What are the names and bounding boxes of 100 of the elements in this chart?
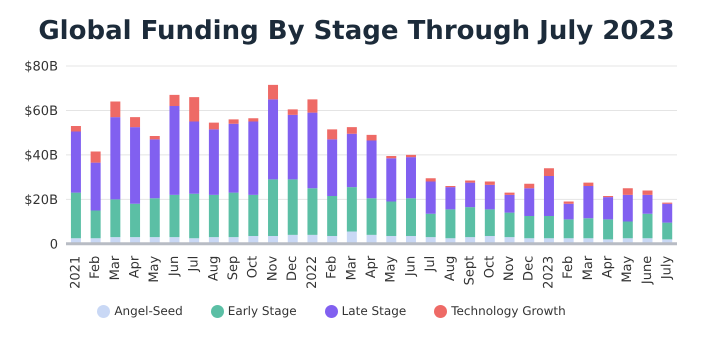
bar <box>583 218 594 238</box>
x-tick-label: Dec <box>285 256 300 281</box>
bar <box>189 97 200 122</box>
bar <box>248 122 258 195</box>
x-tick-label: Sept <box>462 256 478 286</box>
bar <box>228 124 239 193</box>
bar <box>544 176 554 216</box>
bar <box>307 188 318 235</box>
x-tick-label: Oct <box>482 256 498 278</box>
x-tick-label: Feb <box>561 256 576 279</box>
bar <box>662 204 672 223</box>
bar <box>524 184 534 188</box>
legend-label: Angel-Seed <box>114 304 183 318</box>
y-tick-label: $20B <box>24 192 58 208</box>
bar <box>268 84 278 100</box>
x-tick-label: Mar <box>344 255 360 280</box>
bar <box>465 182 476 208</box>
x-tick-label: Apr <box>127 255 142 278</box>
bar <box>110 102 120 118</box>
bar <box>110 117 120 200</box>
x-tick-label: Feb <box>88 256 104 279</box>
bar <box>288 179 298 235</box>
bar <box>169 106 180 195</box>
bar <box>248 118 258 122</box>
x-tick-label: July <box>660 255 675 280</box>
bar <box>603 197 614 220</box>
y-tick-label: 0 <box>50 237 58 252</box>
bar <box>70 192 81 238</box>
x-tick-label: Nov <box>502 255 517 282</box>
bar <box>386 202 396 236</box>
legend-label: Late Stage <box>342 304 406 318</box>
bar <box>662 222 672 240</box>
bar <box>268 179 278 236</box>
bar <box>248 194 258 236</box>
bar <box>130 204 140 238</box>
bar <box>70 126 81 132</box>
bar <box>426 178 436 182</box>
bar <box>327 196 338 236</box>
legend-label: Technology Growth <box>451 304 566 318</box>
bar <box>406 157 416 198</box>
x-tick-label: Jul <box>423 256 438 272</box>
bar <box>504 212 515 238</box>
x-tick-label: Apr <box>600 255 616 278</box>
x-tick-label: 2023 <box>541 256 556 289</box>
x-tick-label: Sep <box>226 256 242 280</box>
bar <box>150 139 160 198</box>
bar <box>642 194 653 214</box>
bar <box>307 112 318 188</box>
bar <box>150 136 160 140</box>
x-tick-label: Nov <box>265 255 280 282</box>
bar <box>445 209 456 238</box>
x-tick-label: June <box>640 256 655 286</box>
bar <box>208 122 219 130</box>
bar <box>622 222 633 238</box>
x-tick-label: May <box>384 255 399 283</box>
bar <box>426 214 436 238</box>
legend-label: Early Stage <box>228 304 297 318</box>
bar <box>346 134 357 188</box>
bar <box>130 117 140 128</box>
bar <box>208 129 219 195</box>
bar <box>150 198 160 238</box>
bar <box>189 122 200 194</box>
bar <box>90 210 101 238</box>
bar <box>465 207 476 238</box>
bar <box>346 232 357 244</box>
bar <box>386 158 396 202</box>
bar <box>484 209 495 236</box>
bar <box>406 198 416 236</box>
bar <box>465 180 476 183</box>
bar <box>426 182 436 214</box>
x-tick-label: Apr <box>364 255 379 278</box>
y-tick-label: $60B <box>24 104 58 120</box>
x-tick-label: Dec <box>522 256 537 281</box>
x-tick-label: Jul <box>186 256 202 272</box>
bar <box>583 182 594 186</box>
x-tick-label: May <box>147 255 162 283</box>
x-tick-label: Jun <box>403 256 418 278</box>
bar <box>130 127 140 204</box>
y-tick-label: $80B <box>24 60 58 75</box>
bar <box>445 187 456 210</box>
x-tick-label: Mar <box>108 255 123 280</box>
chart-title: Global Funding By Stage Through July 2023 <box>37 15 676 48</box>
x-tick-label: Aug <box>442 256 458 282</box>
bar <box>366 198 377 235</box>
bar <box>642 190 653 195</box>
bar <box>622 188 633 195</box>
bar <box>327 139 338 196</box>
bar <box>564 219 574 238</box>
x-tick-label: Feb <box>324 256 340 279</box>
bar <box>583 186 594 218</box>
bar <box>90 152 101 163</box>
bar <box>288 109 298 115</box>
bar <box>228 192 239 238</box>
x-tick-label: Aug <box>206 256 222 282</box>
bar <box>544 168 554 176</box>
bar <box>327 129 338 140</box>
bar <box>268 99 278 180</box>
bar <box>208 194 219 238</box>
x-tick-label: May <box>620 255 636 283</box>
bar <box>366 140 377 198</box>
